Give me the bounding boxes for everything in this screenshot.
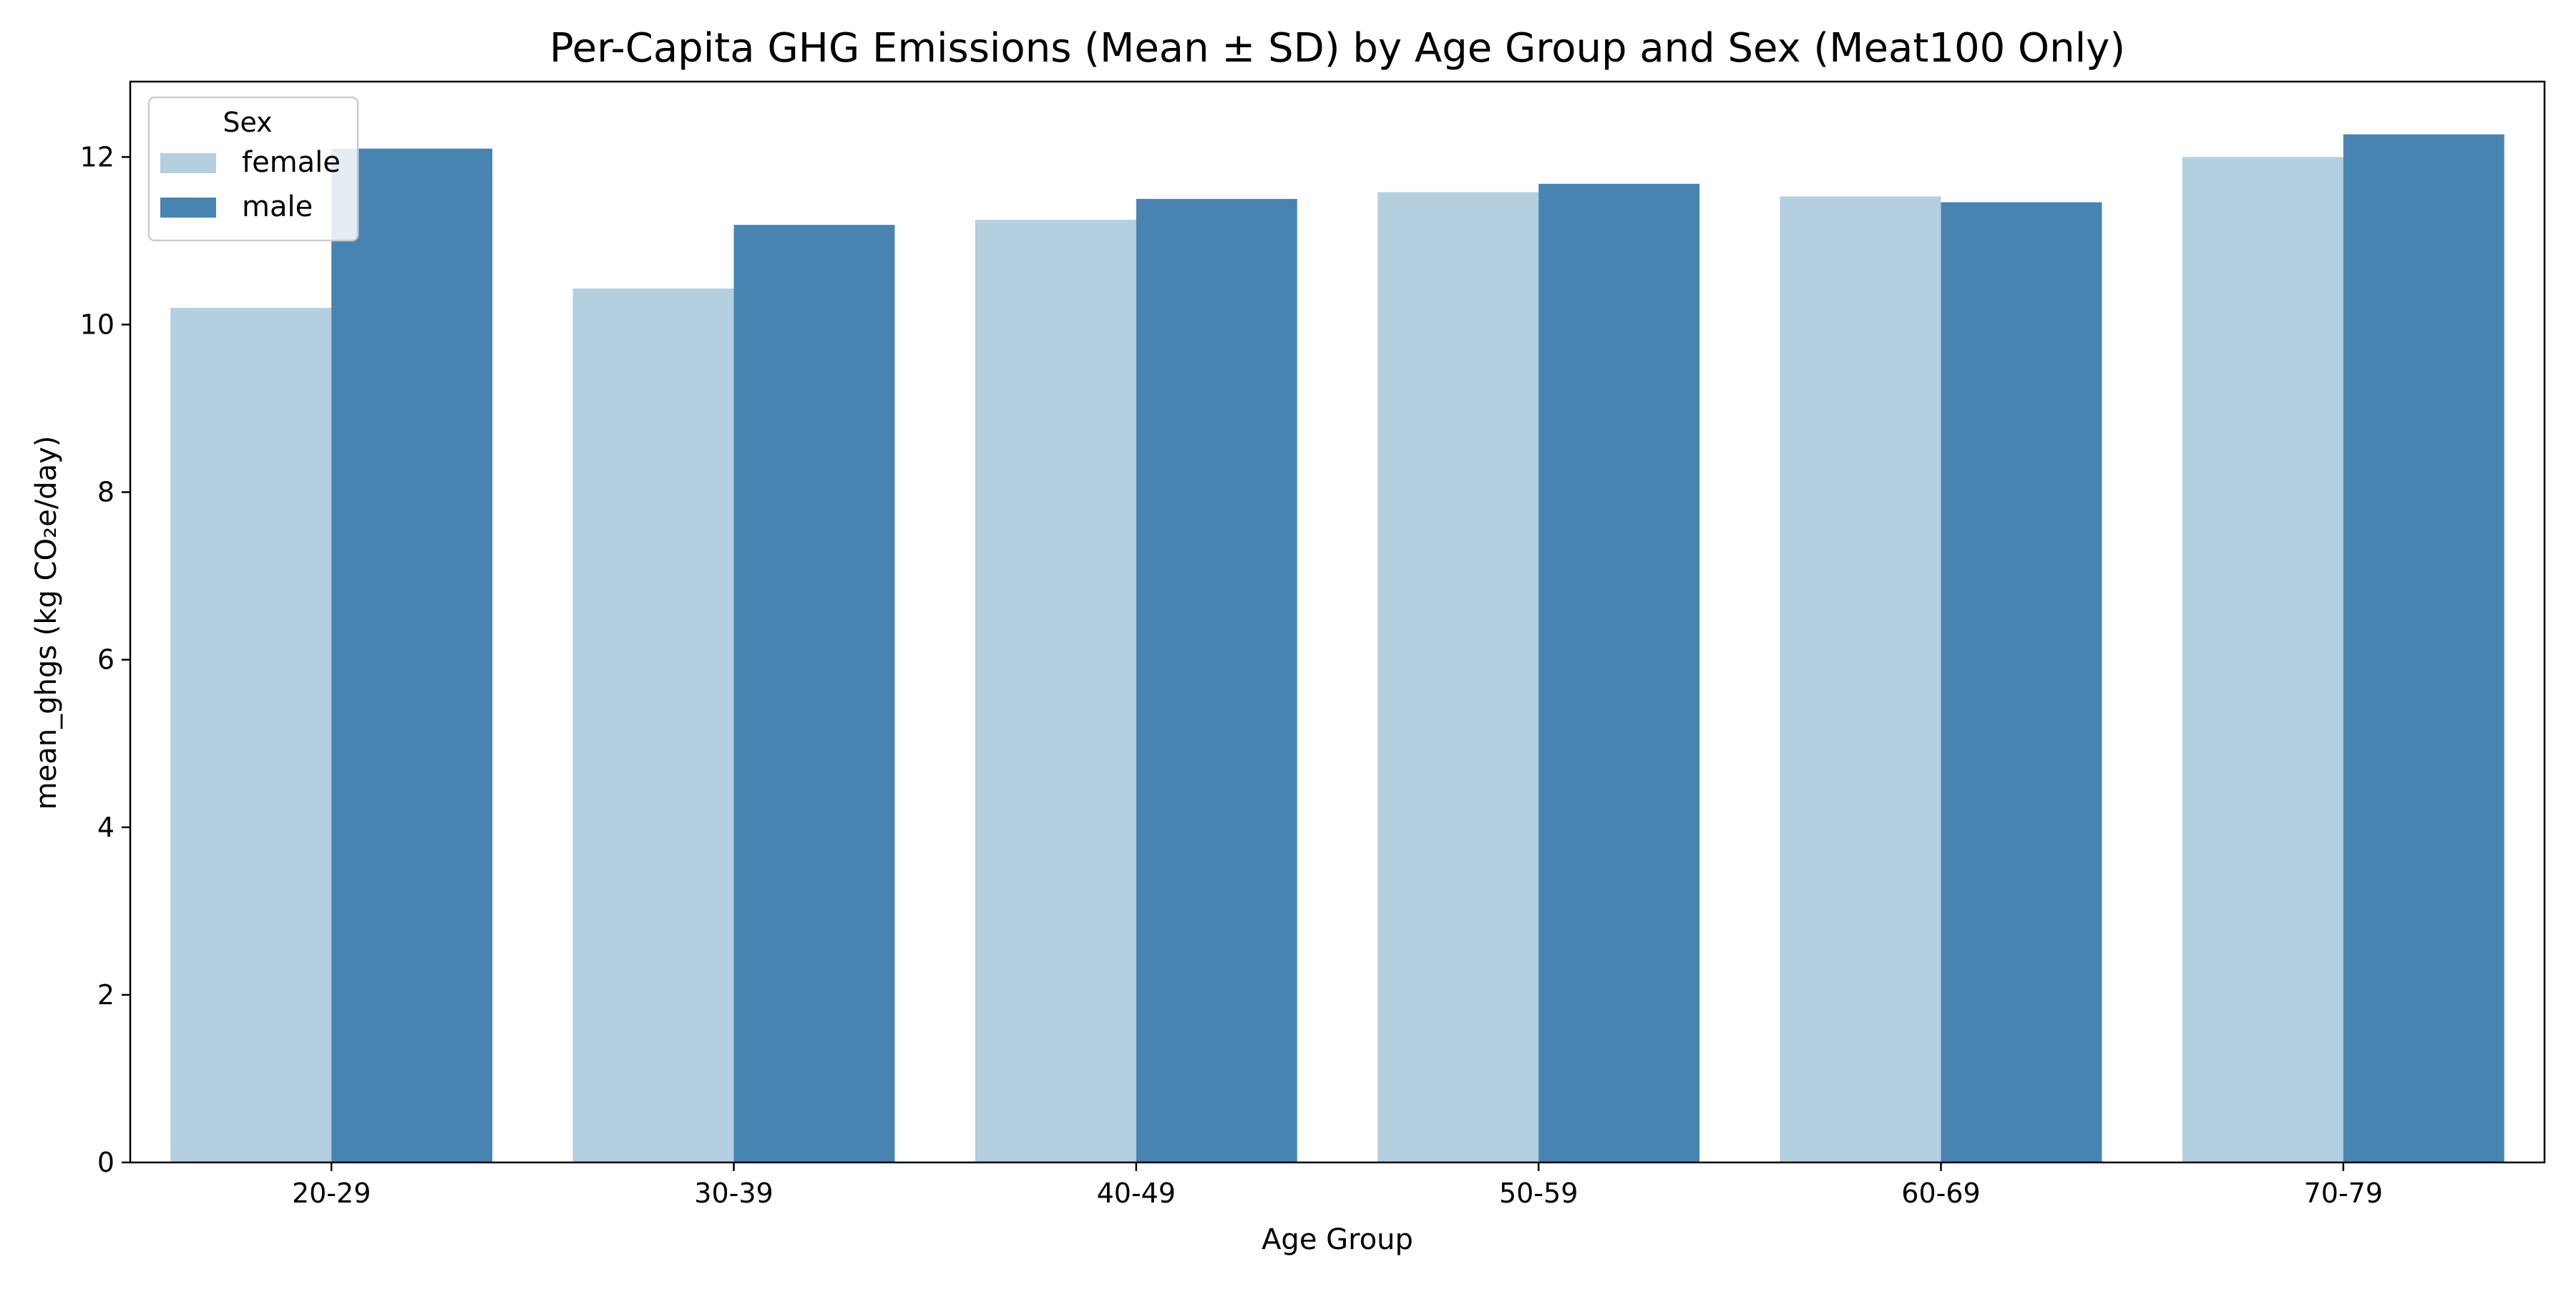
- legend-title: Sex: [223, 107, 272, 138]
- bar-female-70-79: [2182, 157, 2343, 1163]
- bar-female-60-69: [1780, 196, 1941, 1162]
- legend-swatch-female: [160, 153, 216, 173]
- bar-male-70-79: [2343, 134, 2504, 1163]
- y-tick-label: 8: [97, 477, 114, 508]
- x-axis-label: Age Group: [1262, 1223, 1413, 1256]
- y-tick-label: 12: [80, 141, 114, 173]
- legend-label-male: male: [242, 190, 313, 223]
- x-tick-label: 70-79: [2304, 1177, 2383, 1209]
- legend-label-female: female: [242, 146, 341, 179]
- legend-swatch-male: [160, 198, 216, 218]
- bar-female-20-29: [170, 308, 332, 1162]
- x-tick-label: 20-29: [292, 1177, 371, 1209]
- bar-female-40-49: [975, 220, 1136, 1162]
- x-tick-label: 30-39: [694, 1177, 773, 1209]
- bar-male-50-59: [1538, 183, 1700, 1162]
- y-tick-label: 6: [97, 644, 114, 676]
- bar-male-60-69: [1941, 202, 2102, 1162]
- plot-frame: [129, 80, 2546, 1164]
- x-tick-label: 60-69: [1901, 1177, 1980, 1209]
- bar-male-30-39: [733, 225, 895, 1162]
- plot-area: 0 2 4 6 8 10 12 20-29 30-39 40-49 50-59 60-69 70-79: [80, 80, 2546, 1209]
- y-tick-label: 10: [80, 309, 114, 340]
- y-axis-label: mean_ghgs (kg CO₂e/day): [30, 436, 63, 810]
- y-tick-label: 4: [97, 812, 114, 843]
- bar-male-40-49: [1136, 198, 1297, 1162]
- bar-female-50-59: [1377, 192, 1539, 1162]
- bar-female-30-39: [572, 288, 734, 1162]
- chart-title: Per-Capita GHG Emissions (Mean ± SD) by …: [550, 25, 2125, 72]
- x-tick-label: 50-59: [1499, 1177, 1578, 1209]
- x-tick-label: 40-49: [1097, 1177, 1176, 1209]
- legend: Sex female male: [147, 96, 359, 242]
- y-tick-label: 2: [97, 979, 114, 1011]
- bar-male-20-29: [331, 148, 493, 1162]
- y-tick-label: 0: [97, 1147, 114, 1178]
